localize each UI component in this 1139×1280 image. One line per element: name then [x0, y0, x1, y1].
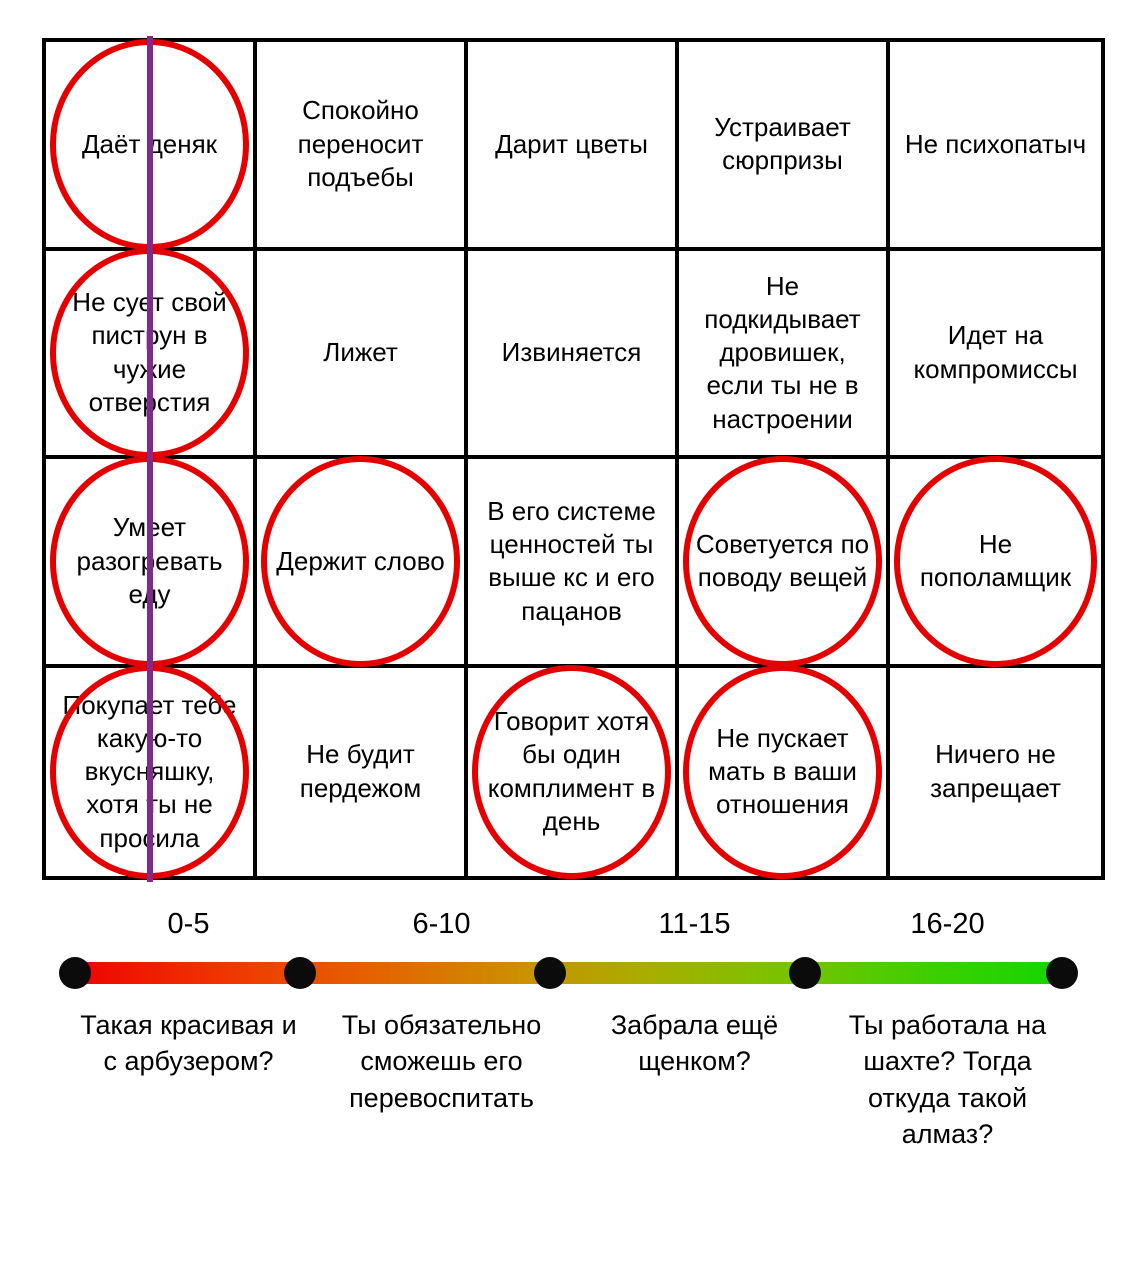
scale-range-label: 0-5: [167, 908, 210, 940]
scale-range-label: 16-20: [910, 908, 985, 940]
cell-text: Советуется по поводу вещей: [695, 528, 870, 593]
scale-caption: Такая красивая и с арбузером?: [80, 1010, 297, 1077]
cell-text: Спокойно переносит подъебы: [297, 95, 424, 192]
grid-cell: Извиняется: [468, 250, 679, 459]
scale-captions: Такая красивая и с арбузером? Ты обязате…: [62, 1007, 1074, 1153]
scale-dot: [1045, 957, 1078, 989]
cell-text: Говорит хотя бы один комплимент в день: [487, 706, 656, 837]
rating-scale: 0-5 6-10 11-15 16-20 Такая красивая и с …: [59, 908, 1078, 1153]
scale-range-label: 6-10: [412, 908, 471, 940]
cell-text: Не пускает мать в ваши отношения: [708, 722, 857, 820]
cell-text: Идет на компромиссы: [913, 320, 1078, 384]
scale-range-label: 11-15: [658, 908, 731, 940]
cell-text: Не психопатыч: [904, 128, 1087, 159]
grid-cell: Советуется по поводу вещей: [679, 456, 890, 668]
cell-text: Держит слово: [276, 545, 445, 576]
cell-text: Не подкидывает дровишек, если ты не в на…: [704, 270, 861, 434]
grid-cell: Не пускает мать в ваши отношения: [679, 664, 890, 879]
grid-cell: Идет на компромиссы: [890, 251, 1101, 459]
scale-range-labels: 0-5 6-10 11-15 16-20: [62, 908, 1074, 941]
cell-text: Дарит цветы: [495, 128, 648, 159]
grid-cell: В его системе ценностей ты выше кс и его…: [468, 459, 679, 668]
cell-text: В его системе ценностей ты выше кс и его…: [487, 495, 656, 626]
cell-text: Ничего не запрещает: [930, 739, 1061, 803]
cell-text: Не пополамщик: [919, 528, 1072, 593]
grid-cell: Не подкидывает дровишек, если ты не в на…: [679, 250, 890, 459]
cell-text: Не будит пердежом: [299, 739, 422, 803]
scale-dot: [788, 957, 821, 989]
grid-cell: Устраивает сюрпризы: [679, 42, 890, 251]
grid-cell: Говорит хотя бы один комплимент в день: [468, 664, 679, 879]
scale-dot: [283, 957, 316, 989]
scale-caption: Ты работала на шахте? Тогда откуда такой…: [848, 1010, 1047, 1150]
scale-caption: Ты обязательно сможешь его перевоспитать: [341, 1010, 542, 1113]
cell-text: Извиняется: [501, 337, 642, 368]
grid-cell: Спокойно переносит подъебы: [257, 42, 468, 251]
purple-strike-line: [147, 36, 153, 882]
cell-text: Лижет: [323, 337, 398, 368]
bingo-grid: Даёт деняк Спокойно переносит подъебы Да…: [42, 38, 1105, 880]
scale-dot: [533, 957, 566, 989]
grid-cell: Не пополамщик: [890, 456, 1101, 668]
gradient-bar: [64, 962, 1072, 984]
grid-cell: Не будит пердежом: [257, 667, 468, 876]
grid-cell: Дарит цветы: [468, 42, 679, 251]
grid-cell: Ничего не запрещает: [890, 668, 1101, 877]
cell-text: Устраивает сюрпризы: [714, 111, 851, 176]
grid-cell: Держит слово: [257, 456, 468, 668]
scale-caption: Забрала ещё щенком?: [610, 1010, 779, 1077]
grid-cell: Не психопатыч: [890, 42, 1101, 251]
scale-bar: [59, 957, 1078, 989]
grid-cell: Лижет: [257, 250, 468, 459]
scale-dot: [59, 957, 92, 989]
